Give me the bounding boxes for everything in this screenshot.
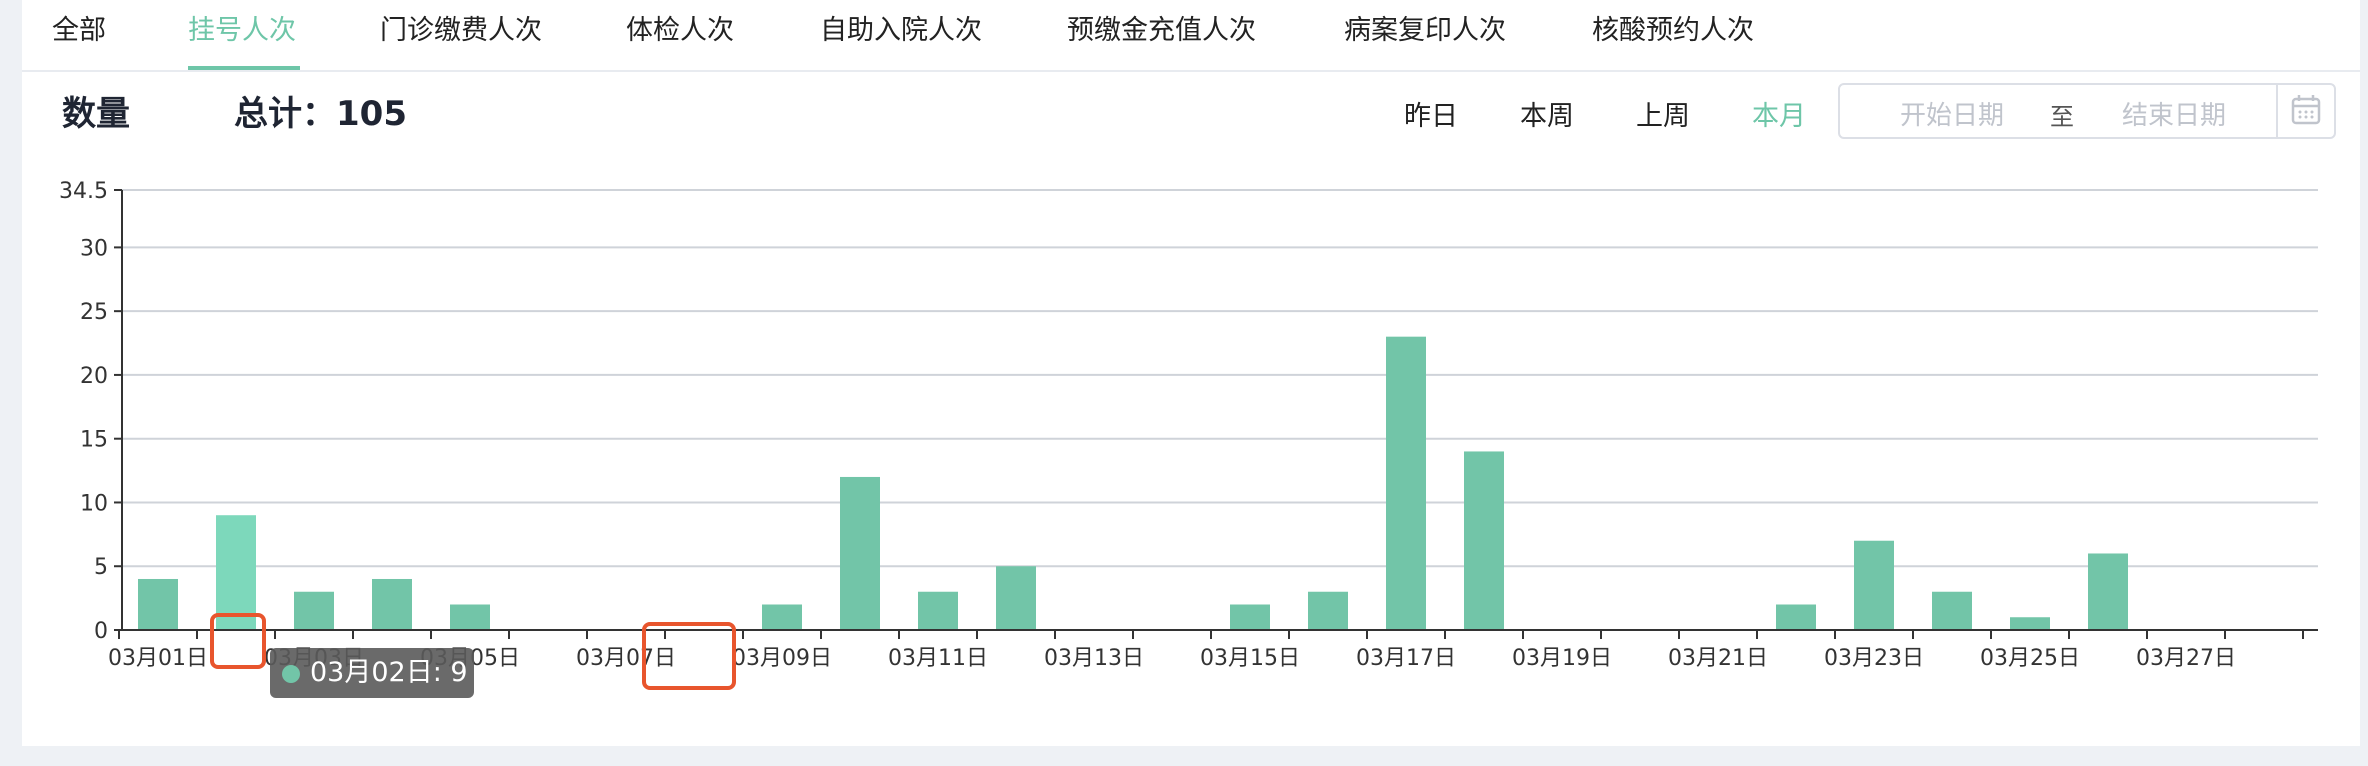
date-range-separator: 至 [2050,103,2074,131]
bar-chart: 34.530252015105003月01日03月03日03月05日03月07日… [59,179,2318,671]
y-tick-label: 30 [80,236,108,261]
bar-03月10日[interactable] [840,476,880,630]
axes [114,189,2318,639]
bar-03月24日[interactable] [1932,591,1972,630]
bar-03月09日[interactable] [762,604,802,630]
start-date-input[interactable]: 开始日期 [1900,101,2005,131]
main-panel: 全部 挂号人次 门诊缴费人次 体检人次 自助入院人次 预缴金充值人次 病案复印人… [22,0,2360,746]
y-tick-label: 15 [80,428,108,453]
bar-03月23日[interactable] [1854,540,1894,630]
x-tick-label: 03月21日 [1668,646,1768,671]
y-tick-label: 10 [80,491,108,516]
highlight-box-axis-label [642,622,736,690]
x-tick-label: 03月15日 [1200,646,1300,671]
bar-03月17日[interactable] [1386,336,1426,630]
x-tick-label: 03月07日 [576,646,676,671]
bar-03月05日[interactable] [450,604,490,630]
calendar-button[interactable] [2276,85,2334,137]
highlight-box-bar [210,613,266,669]
x-tick-label: 03月23日 [1824,646,1924,671]
x-tick-label: 03月13日 [1044,646,1144,671]
tab-outpatient-payment[interactable]: 门诊缴费人次 [380,15,542,46]
tab-self-admission[interactable]: 自助入院人次 [820,15,982,46]
range-this-week-button[interactable]: 本周 [1520,101,1574,132]
x-tick-label: 03月09日 [732,646,832,671]
calendar-icon [2291,95,2321,125]
range-this-month-button[interactable]: 本月 [1752,101,1806,132]
active-tab-underline [188,66,300,70]
bars [138,336,2128,630]
bar-03月15日[interactable] [1230,604,1270,630]
bar-03月11日[interactable] [918,591,958,630]
bar-03月02日[interactable] [216,515,256,630]
y-tick-label: 5 [94,555,108,580]
bar-03月04日[interactable] [372,578,412,630]
end-date-input[interactable]: 结束日期 [2122,101,2227,131]
category-tabs: 全部 挂号人次 门诊缴费人次 体检人次 自助入院人次 预缴金充值人次 病案复印人… [22,0,2360,72]
bar-03月22日[interactable] [1776,604,1816,630]
tab-registration[interactable]: 挂号人次 [188,15,296,46]
range-yesterday-button[interactable]: 昨日 [1404,101,1458,132]
y-tick-label: 20 [80,364,108,389]
x-tick-label: 03月25日 [1980,646,2080,671]
bar-03月03日[interactable] [294,591,334,630]
x-tick-label: 03月19日 [1512,646,1612,671]
grid-lines [122,189,2318,631]
quantity-label: 数量 [62,94,130,134]
y-tick-label: 0 [94,619,108,644]
tab-all[interactable]: 全部 [52,15,106,46]
bar-03月16日[interactable] [1308,591,1348,630]
bar-03月01日[interactable] [138,578,178,630]
bar-03月12日[interactable] [996,566,1036,630]
x-tick-label: 03月17日 [1356,646,1456,671]
bar-03月25日[interactable] [2010,617,2050,630]
bar-03月26日[interactable] [2088,553,2128,630]
total-count: 总计：105 [234,94,407,134]
x-tick-label: 03月01日 [108,646,208,671]
tooltip-text: 03月02日: 9 [310,657,468,688]
x-tick-label: 03月11日 [888,646,988,671]
tab-record-copy[interactable]: 病案复印人次 [1344,15,1506,46]
tab-nucleic-acid[interactable]: 核酸预约人次 [1592,15,1754,46]
x-tick-label: 03月27日 [2136,646,2236,671]
chart-tooltip: 03月02日: 9 [270,648,474,698]
y-tick-label: 34.5 [59,179,108,204]
bar-03月18日[interactable] [1464,451,1504,630]
y-tick-label: 25 [80,300,108,325]
range-last-week-button[interactable]: 上周 [1636,101,1690,132]
tab-deposit-recharge[interactable]: 预缴金充值人次 [1067,15,1256,46]
tab-physical-exam[interactable]: 体检人次 [626,15,734,46]
date-range-picker[interactable]: 开始日期 至 结束日期 [1838,83,2336,139]
tooltip-series-dot [282,665,300,683]
